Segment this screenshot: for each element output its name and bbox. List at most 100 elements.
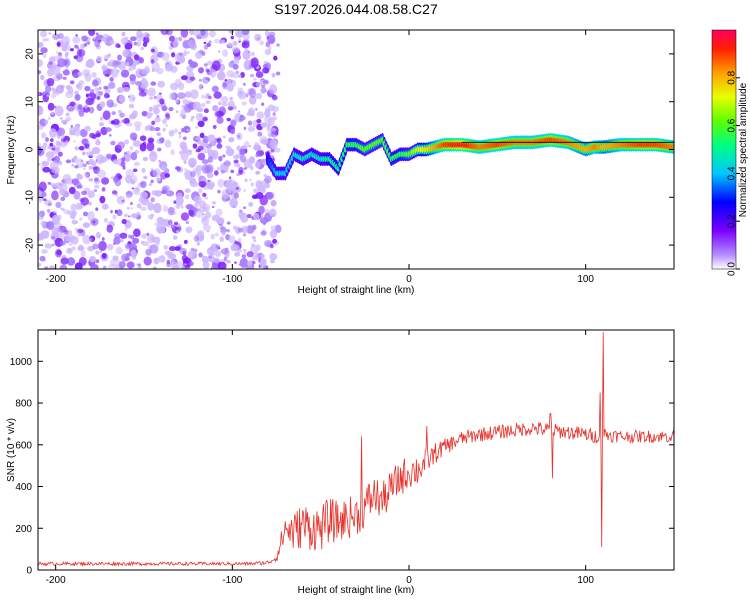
noise-blob (99, 101, 106, 108)
noise-blob (202, 216, 207, 222)
noise-blob (98, 91, 104, 96)
noise-blob (39, 255, 46, 262)
noise-blob (165, 113, 171, 120)
noise-blob (71, 219, 78, 225)
noise-blob (45, 151, 55, 159)
noise-blob (178, 36, 183, 42)
noise-blob (230, 119, 237, 128)
noise-blob (142, 175, 148, 180)
noise-blob (168, 106, 174, 112)
noise-blob (119, 112, 125, 118)
noise-blob (212, 206, 215, 208)
noise-blob (255, 71, 264, 79)
noise-blob (188, 158, 194, 164)
noise-blob (74, 227, 78, 231)
noise-blob (163, 245, 168, 250)
noise-blob (82, 234, 91, 245)
noise-blob (217, 70, 226, 81)
chart-title: S197.2026.044.08.58.C27 (274, 1, 438, 17)
noise-blob (62, 173, 72, 183)
noise-blob (232, 40, 238, 46)
noise-blob (131, 64, 137, 70)
noise-blob (142, 156, 149, 162)
noise-blob (260, 87, 267, 94)
noise-blob (85, 151, 88, 154)
y-tick-label: 0 (26, 566, 32, 577)
noise-blob (268, 31, 276, 38)
noise-blob (212, 104, 219, 112)
noise-blob (226, 221, 231, 225)
noise-blob (131, 110, 138, 118)
noise-blob (217, 178, 225, 188)
noise-blob (165, 190, 175, 197)
noise-blob (243, 126, 247, 130)
noise-blob (167, 206, 175, 216)
noise-blob (74, 262, 83, 269)
noise-blob (156, 226, 166, 234)
noise-blob (47, 102, 55, 111)
noise-blob (118, 95, 126, 103)
x-tick-label: -100 (222, 575, 242, 586)
noise-blob (110, 140, 116, 146)
noise-blob (220, 169, 225, 174)
noise-blob (208, 40, 212, 44)
noise-blob (208, 69, 217, 77)
noise-blob (108, 39, 115, 45)
noise-blob (94, 87, 98, 91)
noise-blob (221, 101, 228, 107)
noise-blob (38, 263, 42, 267)
noise-blob (59, 117, 63, 120)
noise-blob (64, 118, 69, 123)
noise-blob (229, 197, 238, 208)
noise-blob (82, 69, 91, 77)
noise-blob (51, 93, 57, 99)
noise-blob (239, 257, 249, 268)
noise-blob (140, 46, 145, 51)
noise-blob (208, 95, 212, 100)
x-tick-label: -100 (222, 274, 242, 285)
noise-blob (272, 105, 279, 113)
noise-blob (87, 190, 95, 199)
noise-blob (146, 232, 150, 236)
noise-blob (240, 212, 249, 223)
noise-blob (94, 177, 99, 182)
noise-blob (150, 48, 155, 53)
noise-blob (223, 256, 228, 262)
noise-blob (147, 137, 155, 144)
noise-blob (207, 134, 216, 142)
noise-blob (82, 222, 91, 228)
noise-blob (247, 125, 256, 132)
noise-blob (153, 107, 160, 115)
noise-blob (104, 217, 108, 223)
noise-blob (126, 206, 131, 210)
noise-blob (195, 201, 200, 205)
noise-blob (165, 124, 169, 127)
noise-blob (72, 36, 81, 44)
noise-blob (174, 37, 179, 41)
noise-blob (267, 126, 270, 130)
noise-blob (78, 80, 85, 85)
noise-blob (38, 42, 44, 48)
noise-blob (66, 105, 75, 113)
noise-blob (151, 190, 159, 196)
noise-blob (62, 76, 67, 80)
noise-blob (168, 129, 175, 137)
noise-blob (148, 106, 153, 112)
noise-blob (51, 236, 55, 240)
noise-blob (156, 216, 164, 225)
noise-blob (170, 149, 175, 155)
noise-blob (156, 177, 161, 182)
noise-blob (150, 168, 154, 171)
noise-blob (238, 38, 242, 42)
noise-blob (78, 145, 85, 151)
noise-blob (180, 151, 189, 162)
noise-blob (84, 174, 88, 178)
noise-blob (160, 171, 167, 180)
noise-blob (43, 198, 47, 202)
noise-blob (269, 84, 278, 94)
noise-blob (201, 51, 206, 56)
noise-blob (244, 48, 250, 54)
noise-blob (48, 61, 53, 65)
noise-blob (185, 226, 193, 234)
